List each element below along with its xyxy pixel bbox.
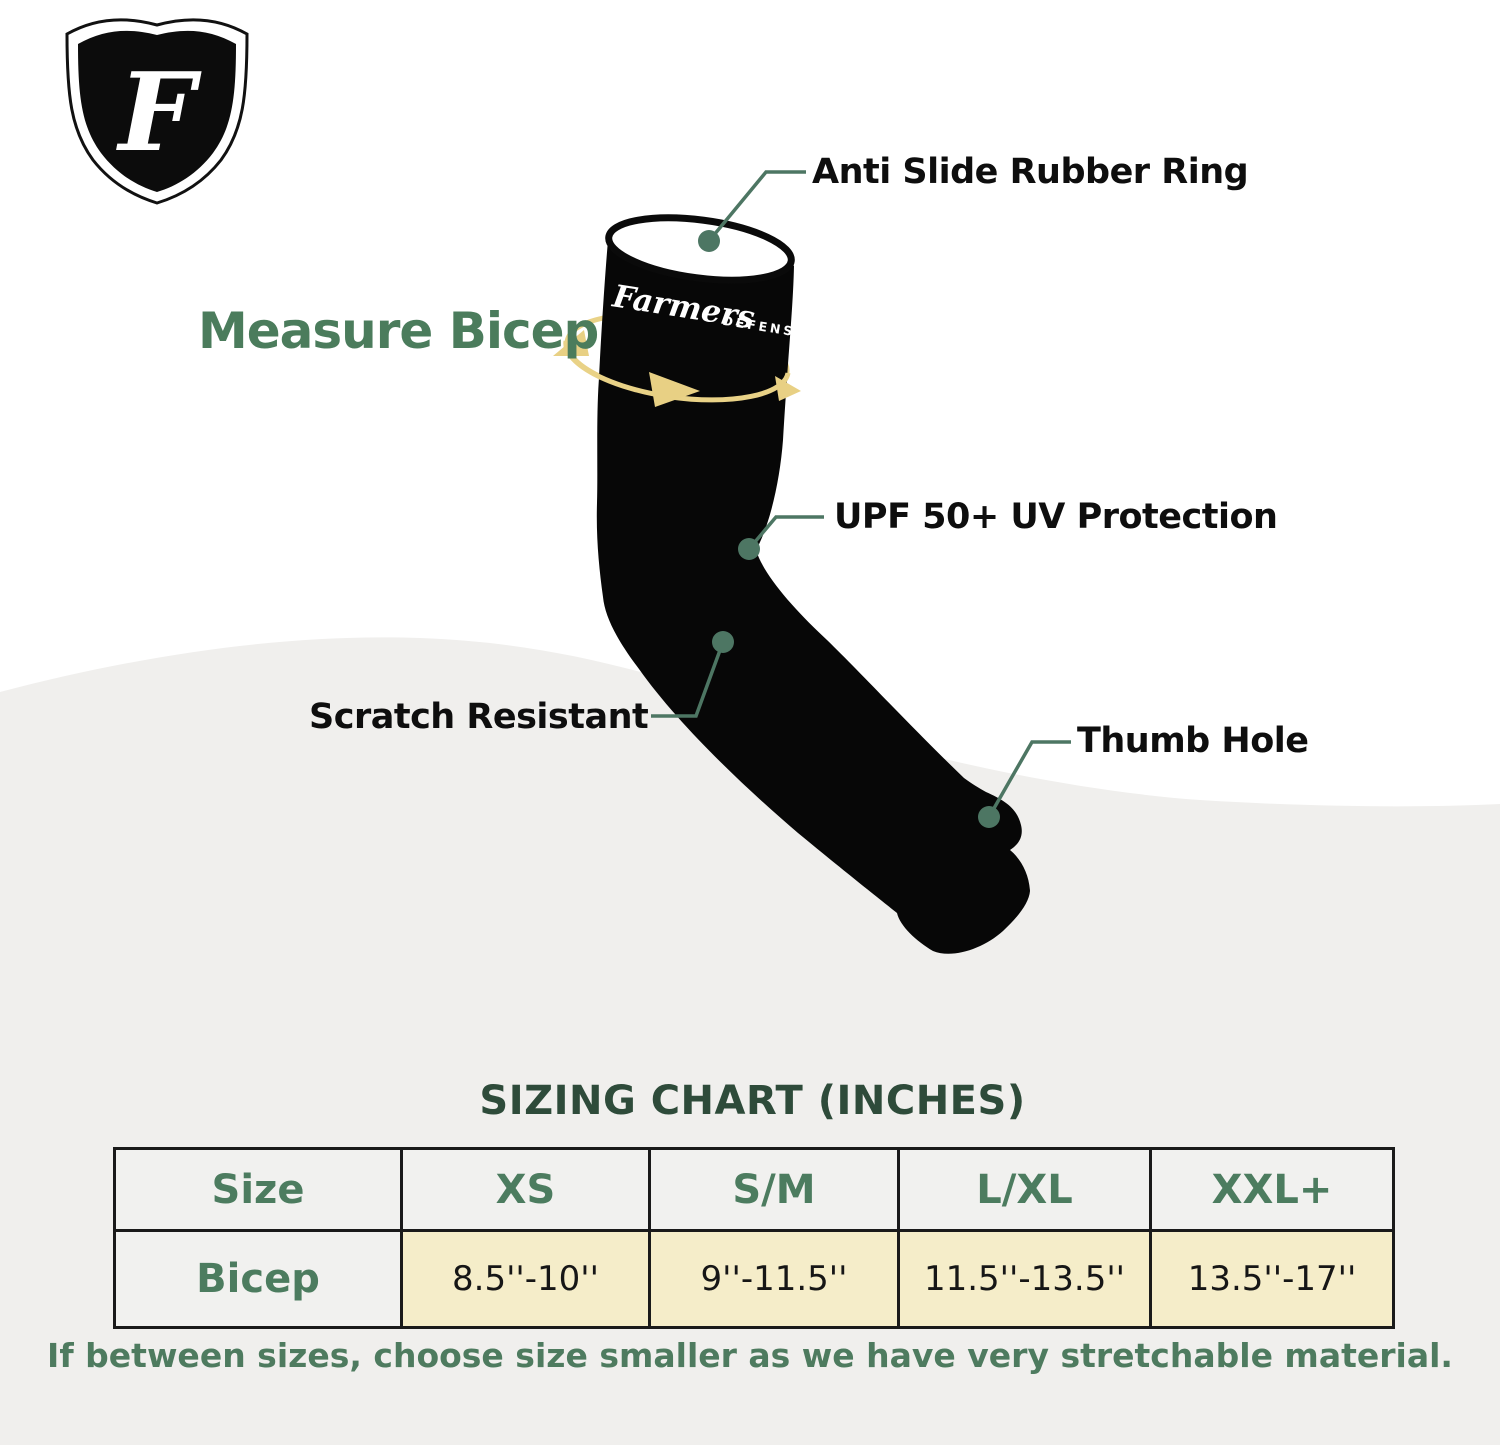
sizing-header-lxl: L/XL: [897, 1147, 1152, 1232]
sizing-row-label-bicep: Bicep: [113, 1229, 403, 1329]
anti-slide-leader: [707, 170, 806, 243]
sizing-value-sm: 9''-11.5'': [648, 1229, 900, 1329]
scratch-leader: [651, 641, 725, 718]
sleeve-opening: [605, 214, 795, 284]
measure-tape-arrow-left: [553, 330, 589, 356]
thumb-dot: [978, 806, 1000, 828]
sizing-header-row: Size XS S/M L/XL XXL+: [113, 1147, 1395, 1232]
arm-sleeve-silhouette: [596, 222, 1030, 954]
shield-monogram: F: [116, 50, 202, 176]
shield-fill: [78, 30, 236, 193]
brand-shield-logo: F: [65, 18, 249, 205]
thumb-leader: [987, 740, 1071, 818]
sizing-value-xs: 8.5''-10'': [400, 1229, 651, 1329]
sizing-header-xs: XS: [400, 1147, 651, 1232]
sizing-value-xxl: 13.5''-17'': [1149, 1229, 1395, 1329]
sizing-header-sm: S/M: [648, 1147, 900, 1232]
sizing-header-size: Size: [113, 1147, 403, 1232]
sizing-header-xxl: XXL+: [1149, 1147, 1395, 1232]
callout-leader-lines: [651, 170, 1071, 818]
callout-thumb-label: Thumb Hole: [1077, 721, 1309, 761]
callout-measure-bicep-label: Measure Bicep: [198, 302, 599, 360]
callout-anti-slide-label: Anti Slide Rubber Ring: [812, 152, 1249, 192]
upf-leader: [747, 515, 824, 551]
scratch-dot: [712, 631, 734, 653]
anti-slide-dot: [698, 230, 720, 252]
callout-scratch-label: Scratch Resistant: [309, 697, 649, 737]
upf-dot: [738, 538, 760, 560]
sizing-value-lxl: 11.5''-13.5'': [897, 1229, 1152, 1329]
sizing-chart-title: SIZING CHART (INCHES): [479, 1078, 1026, 1124]
sizing-bicep-row: Bicep 8.5''-10'' 9''-11.5'' 11.5''-13.5'…: [113, 1229, 1395, 1329]
callout-upf-label: UPF 50+ UV Protection: [834, 497, 1278, 537]
sizing-chart-note: If between sizes, choose size smaller as…: [47, 1336, 1453, 1375]
callout-dots: [698, 230, 1000, 828]
sizing-chart-table: Size XS S/M L/XL XXL+ Bicep 8.5''-10'' 9…: [113, 1147, 1395, 1329]
measure-tape-arrow-mid: [649, 372, 700, 407]
measure-tape-arrow-right: [775, 376, 801, 401]
